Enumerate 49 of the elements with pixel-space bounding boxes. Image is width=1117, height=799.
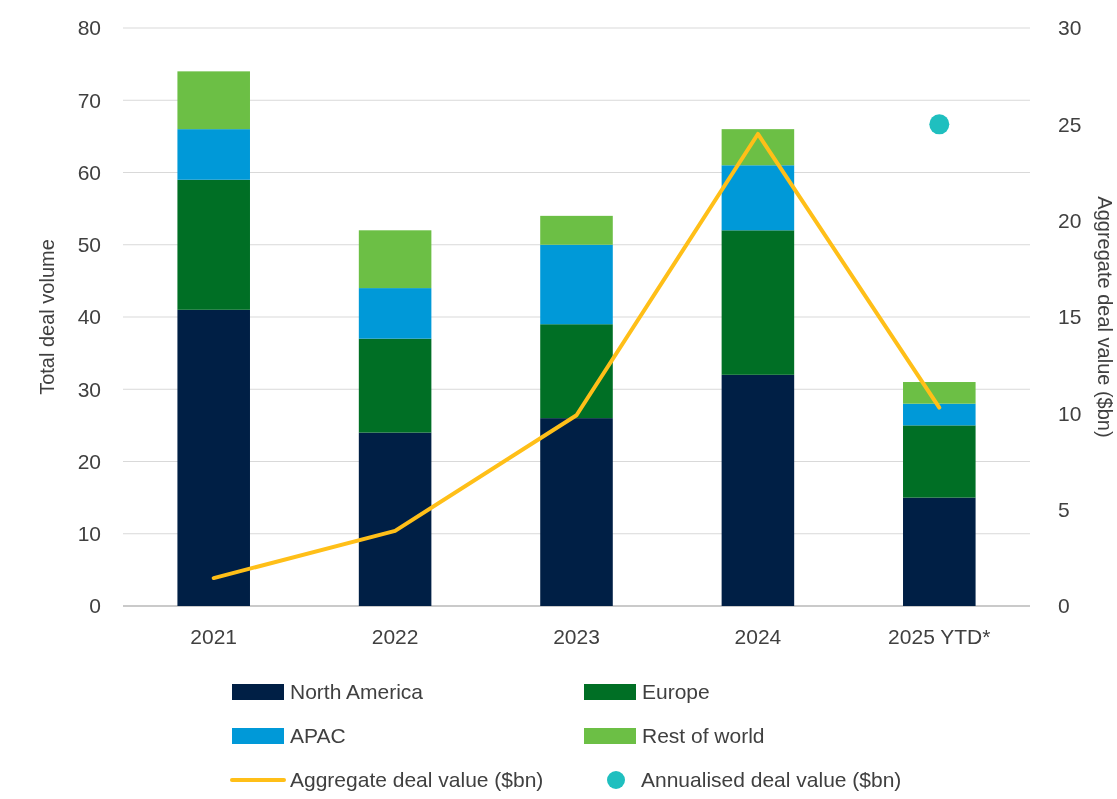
bar bbox=[721, 374, 795, 606]
bar bbox=[358, 338, 432, 433]
bar bbox=[177, 129, 250, 180]
y-axis-title: Total deal volume bbox=[36, 239, 58, 395]
bar bbox=[540, 324, 613, 419]
bar bbox=[903, 382, 976, 404]
y-tick-label: 0 bbox=[89, 594, 101, 618]
x-tick-label: 2024 bbox=[734, 625, 782, 648]
y-tick-label: 30 bbox=[77, 377, 101, 401]
x-tick-label: 2022 bbox=[371, 625, 419, 648]
y2-tick-label: 10 bbox=[1058, 401, 1082, 425]
y-tick-label: 40 bbox=[77, 305, 101, 329]
y2-tick-label: 5 bbox=[1058, 498, 1070, 522]
bar bbox=[721, 165, 795, 231]
bar bbox=[358, 288, 432, 339]
y-tick-label: 20 bbox=[77, 449, 101, 473]
y-tick-label: 50 bbox=[77, 233, 101, 257]
bar bbox=[721, 230, 795, 375]
y2-tick-label: 25 bbox=[1058, 112, 1082, 136]
bar bbox=[177, 179, 250, 310]
legend-label: APAC bbox=[290, 724, 346, 748]
line-series bbox=[211, 131, 942, 581]
bar bbox=[177, 309, 250, 606]
y-tick-label: 60 bbox=[77, 160, 101, 184]
y2-tick-label: 15 bbox=[1058, 305, 1082, 329]
legend-label: Europe bbox=[642, 680, 710, 704]
x-tick-label: 2021 bbox=[190, 625, 238, 648]
bar bbox=[540, 215, 613, 245]
x-tick-label: 2025 YTD* bbox=[888, 625, 991, 648]
x-tick-label: 2023 bbox=[553, 625, 600, 648]
y2-tick-label: 30 bbox=[1058, 16, 1082, 40]
bar bbox=[903, 425, 976, 498]
bar bbox=[540, 244, 613, 325]
bar bbox=[358, 230, 432, 289]
bar bbox=[177, 71, 250, 130]
bar bbox=[540, 418, 613, 606]
y-tick-label: 70 bbox=[77, 88, 101, 112]
legend-label: Annualised deal value ($bn) bbox=[641, 768, 902, 792]
legend-label: Rest of world bbox=[642, 724, 765, 748]
y-tick-label: 10 bbox=[77, 522, 101, 546]
bar bbox=[358, 432, 432, 606]
y2-axis-title: Aggregate deal value ($bn) bbox=[1094, 196, 1116, 438]
bar bbox=[903, 497, 976, 606]
legend-label: Aggregate deal value ($bn) bbox=[290, 768, 544, 792]
legend-label: North America bbox=[290, 680, 424, 704]
bar bbox=[903, 403, 976, 426]
y-tick-label: 80 bbox=[77, 16, 101, 40]
y2-tick-label: 0 bbox=[1058, 594, 1070, 618]
y2-tick-label: 20 bbox=[1058, 209, 1082, 233]
